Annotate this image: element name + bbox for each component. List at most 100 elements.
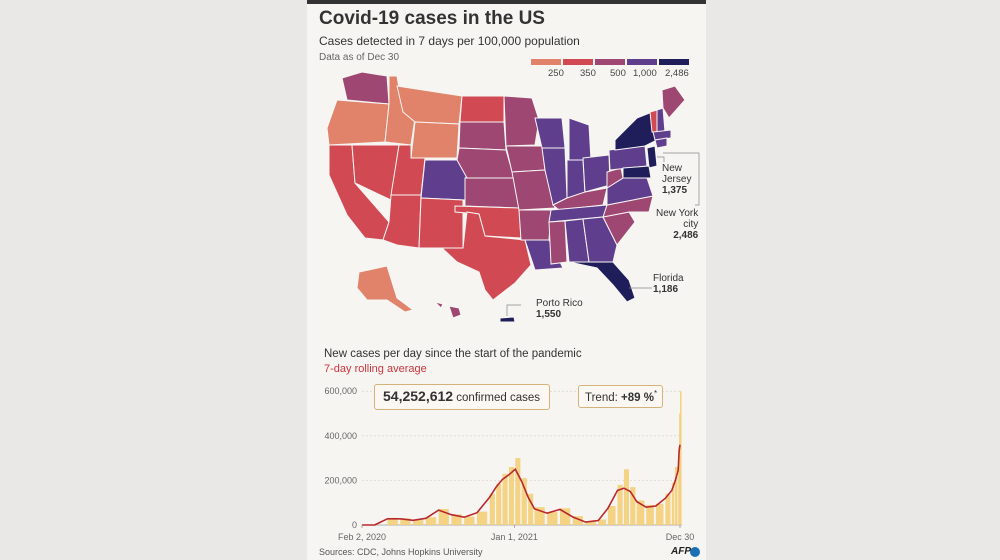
daily-bar bbox=[425, 517, 437, 525]
daily-bar bbox=[630, 487, 636, 525]
daily-bar bbox=[508, 467, 515, 525]
state-idaho bbox=[384, 75, 416, 146]
daily-bar bbox=[464, 516, 475, 525]
map-callout-lines bbox=[506, 152, 700, 316]
daily-bar bbox=[521, 478, 527, 525]
state-hawaii bbox=[433, 301, 462, 319]
y-tick-label: 200,000 bbox=[324, 475, 357, 485]
daily-bar bbox=[679, 413, 681, 525]
state-missouri bbox=[511, 169, 556, 211]
trend-value: +89 % bbox=[621, 391, 654, 404]
daily-bar bbox=[655, 503, 664, 525]
state-connecticut bbox=[654, 137, 668, 149]
data-date: Data as of Dec 30 bbox=[319, 52, 400, 63]
daily-bar bbox=[534, 507, 545, 525]
daily-bar bbox=[585, 521, 596, 525]
daily-bar bbox=[623, 469, 629, 525]
daily-bar bbox=[646, 504, 654, 525]
total-cases-box: 54,252,612 confirmed cases bbox=[374, 384, 550, 410]
daily-bar bbox=[528, 493, 534, 525]
daily-bar bbox=[547, 512, 558, 525]
total-cases-number: 54,252,612 bbox=[383, 388, 454, 404]
chart-title: New cases per day since the start of the… bbox=[324, 348, 582, 360]
x-tick-label: Feb 2, 2020 bbox=[338, 532, 386, 542]
callout-name: Florida bbox=[653, 273, 684, 284]
cases-chart: 0 200,000 400,000 600,000 Feb 2, 2020 Jan 1, … bbox=[324, 386, 694, 542]
callout-value: 1,550 bbox=[536, 309, 562, 320]
callout-name: New Jersey bbox=[662, 163, 692, 185]
afp-logo: AFP bbox=[671, 546, 691, 557]
daily-bar bbox=[671, 482, 675, 525]
callout-value: 1,186 bbox=[653, 284, 679, 295]
callout-florida: Florida 1,186 bbox=[653, 273, 684, 295]
daily-bar bbox=[489, 493, 495, 525]
daily-bar bbox=[572, 516, 584, 525]
daily-bar bbox=[680, 391, 682, 525]
legend-label: 250 bbox=[548, 68, 564, 79]
legend-label: 350 bbox=[580, 68, 596, 79]
daily-bar bbox=[617, 484, 623, 525]
legend-swatch bbox=[531, 59, 561, 65]
daily-bar bbox=[678, 446, 680, 525]
afp-logo-dot bbox=[690, 547, 700, 557]
page-subtitle: Cases detected in 7 days per 100,000 pop… bbox=[319, 34, 580, 48]
daily-bar bbox=[515, 458, 521, 525]
state-shapes bbox=[326, 71, 686, 323]
y-tick-label: 400,000 bbox=[324, 431, 357, 441]
territory-puerto-rico bbox=[499, 316, 516, 323]
state-minnesota bbox=[503, 95, 540, 147]
daily-bar bbox=[502, 473, 508, 525]
rolling-average-line bbox=[361, 444, 681, 526]
callout-new-york-city: New York city 2,486 bbox=[656, 208, 698, 241]
total-cases-label: confirmed cases bbox=[456, 392, 541, 404]
page-title: Covid-19 cases in the US bbox=[319, 8, 545, 29]
callout-name: New York city bbox=[656, 208, 699, 230]
legend-label: 1,000 bbox=[633, 68, 657, 79]
sources: Sources: CDC, Johns Hopkins University bbox=[319, 547, 483, 557]
y-tick-label: 0 bbox=[352, 520, 357, 530]
trend-footnote-mark: * bbox=[653, 389, 658, 398]
callout-value: 2,486 bbox=[673, 230, 699, 241]
legend-label: 500 bbox=[610, 68, 626, 79]
daily-bar bbox=[598, 519, 606, 525]
callout-value: 1,375 bbox=[662, 185, 688, 196]
x-tick-label: Jan 1, 2021 bbox=[491, 532, 538, 542]
state-alaska bbox=[356, 265, 415, 313]
callout-new-jersey: New Jersey 1,375 bbox=[662, 163, 691, 196]
callout-puerto-rico: Porto Rico 1,550 bbox=[536, 298, 583, 320]
daily-bar bbox=[476, 511, 488, 525]
daily-bar bbox=[636, 500, 645, 525]
chart-ticks: 0 200,000 400,000 600,000 Feb 2, 2020 Jan 1, … bbox=[324, 386, 694, 542]
daily-bar bbox=[451, 514, 462, 525]
daily-bar bbox=[496, 483, 502, 525]
trend-box: Trend: +89 %* bbox=[578, 385, 663, 408]
state-massachusetts bbox=[652, 129, 672, 141]
callout-name: Porto Rico bbox=[536, 298, 583, 309]
legend-swatch bbox=[563, 59, 593, 65]
state-mississippi bbox=[548, 220, 568, 265]
daily-bar bbox=[387, 517, 398, 525]
daily-bar bbox=[665, 493, 671, 525]
state-maine bbox=[661, 85, 686, 119]
trend-label: Trend: bbox=[585, 391, 622, 404]
daily-bar bbox=[438, 508, 449, 525]
state-maryland bbox=[622, 165, 652, 179]
state-washington bbox=[341, 71, 390, 105]
daily-bar bbox=[607, 506, 616, 525]
legend-label: 2,486 bbox=[665, 68, 689, 79]
daily-bar bbox=[400, 518, 411, 525]
legend-swatch bbox=[595, 59, 625, 65]
us-choropleth-map bbox=[326, 71, 700, 323]
legend-swatch bbox=[627, 59, 657, 65]
daily-bar bbox=[560, 508, 571, 525]
daily-bars bbox=[374, 391, 682, 525]
daily-bar bbox=[413, 520, 424, 525]
chart-subtitle: 7-day rolling average bbox=[324, 363, 427, 375]
state-florida bbox=[568, 261, 636, 303]
state-texas bbox=[440, 211, 532, 301]
x-tick-label: Dec 30 bbox=[666, 532, 695, 542]
top-rule bbox=[307, 0, 706, 4]
daily-bar bbox=[674, 467, 678, 525]
y-tick-label: 600,000 bbox=[324, 386, 357, 396]
state-new-jersey bbox=[646, 145, 658, 169]
